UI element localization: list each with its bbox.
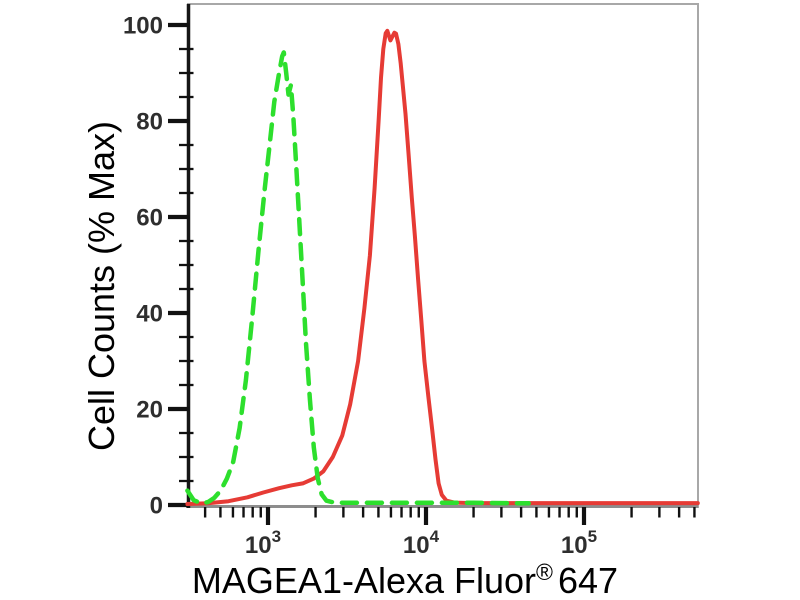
y-tick-label: 60 — [136, 205, 163, 232]
x-tick-label: 103 — [245, 527, 281, 559]
x-axis-title-suffix: 647 — [558, 560, 618, 600]
histogram-curves — [185, 28, 700, 506]
x-axis-title: MAGEA1-Alexa Fluor® 647 — [192, 559, 618, 600]
y-axis-title: Cell Counts (% Max) — [81, 121, 122, 451]
axis-ticks — [168, 22, 696, 525]
y-tick-label: 80 — [136, 109, 163, 136]
x-tick-label: 105 — [561, 527, 597, 559]
plot-frame — [187, 3, 699, 508]
red-solid-curve — [185, 28, 700, 506]
y-tick-label: 0 — [150, 493, 163, 520]
y-tick-label: 40 — [136, 301, 163, 328]
y-tick-label: 20 — [136, 397, 163, 424]
x-tick-label: 104 — [403, 527, 440, 559]
x-axis-title-main: MAGEA1-Alexa Fluor — [192, 560, 536, 600]
registered-trademark-symbol: ® — [536, 559, 553, 585]
tick-labels: 0 20 40 60 80 100 103 104 105 — [123, 13, 597, 560]
green-dashed-curve — [185, 50, 531, 506]
y-tick-label: 100 — [123, 13, 163, 40]
